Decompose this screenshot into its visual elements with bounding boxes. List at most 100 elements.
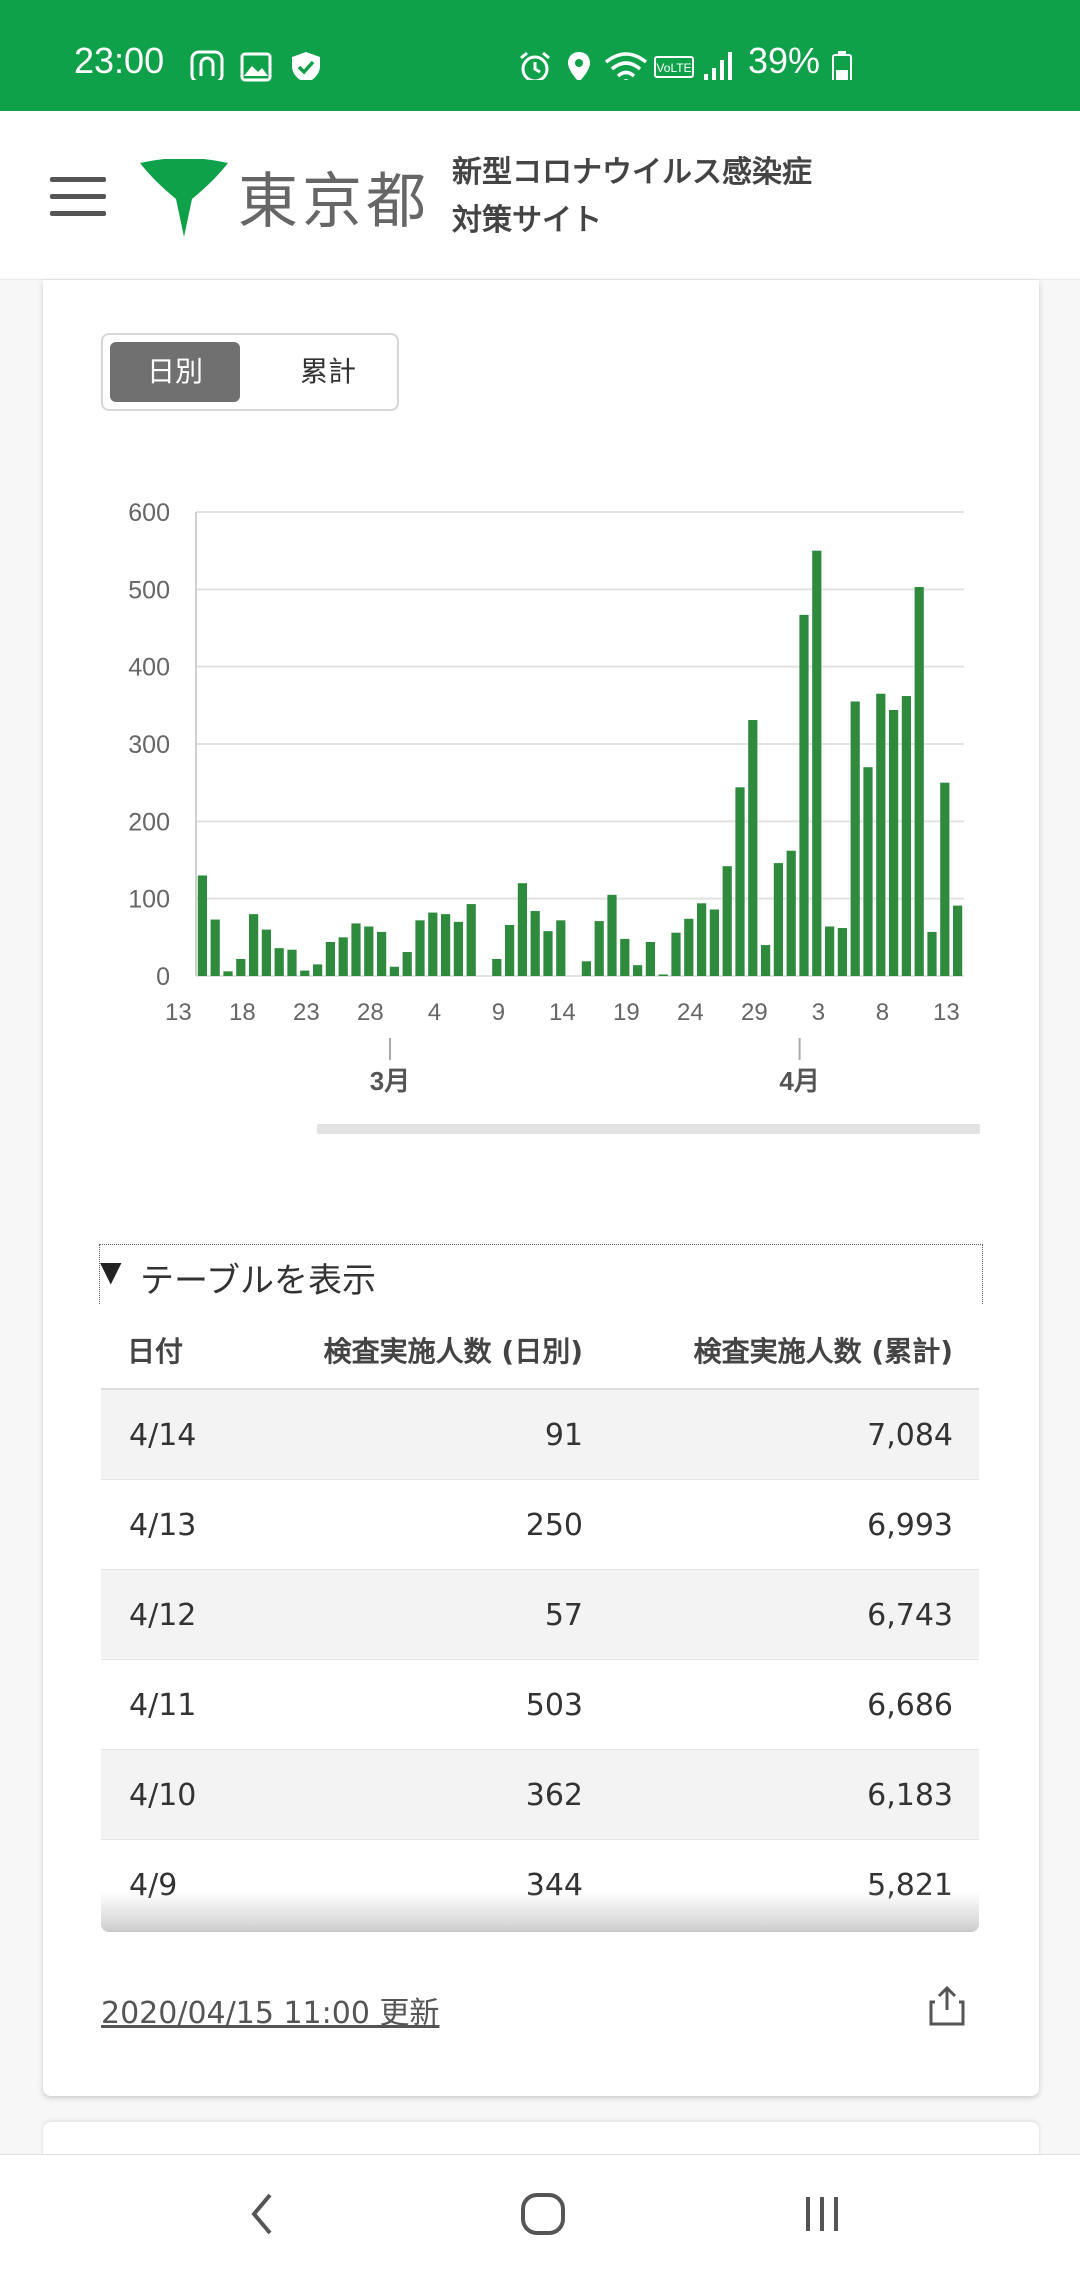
chart-bar[interactable] bbox=[300, 970, 310, 976]
chart-bar[interactable] bbox=[338, 937, 348, 976]
chart-bar[interactable] bbox=[722, 866, 732, 976]
chart-bar[interactable] bbox=[389, 966, 400, 976]
chart-svg: 0 100 200 300 400 500 600 13 18 23 28 4 9 14 19 24 29 3 8 1… bbox=[128, 499, 964, 1096]
chart-bar[interactable] bbox=[607, 894, 617, 976]
chart-bar[interactable] bbox=[376, 931, 387, 976]
chart-bar[interactable] bbox=[696, 903, 707, 976]
chart-bar[interactable] bbox=[594, 921, 604, 976]
chart-bar[interactable] bbox=[351, 923, 361, 976]
chart-bar[interactable] bbox=[760, 945, 771, 976]
shield-icon bbox=[292, 52, 320, 80]
chart-bar[interactable] bbox=[466, 904, 476, 976]
chart-bar[interactable] bbox=[735, 787, 745, 976]
chart-bar[interactable] bbox=[786, 850, 796, 976]
chart-bar[interactable] bbox=[620, 938, 630, 976]
chart-bar[interactable] bbox=[274, 948, 284, 976]
back-icon[interactable] bbox=[246, 2189, 276, 2239]
chart-bar[interactable] bbox=[261, 929, 272, 976]
chart-bar[interactable] bbox=[876, 693, 886, 976]
site-title: 新型コロナウイルス感染症 対策サイト bbox=[452, 149, 872, 245]
location-icon bbox=[568, 52, 590, 80]
chart-bar[interactable] bbox=[197, 875, 208, 976]
chart-bar[interactable] bbox=[364, 926, 374, 976]
y-tick-label: 400 bbox=[128, 654, 170, 682]
battery-percentage: 39% bbox=[748, 40, 821, 81]
status-bar: 23:00 VoLTE 39% bbox=[0, 0, 1080, 111]
chart-bar[interactable] bbox=[556, 920, 566, 976]
table-row: 4/11 503 6,686 bbox=[101, 1660, 979, 1750]
chart-bar[interactable] bbox=[248, 914, 259, 976]
chart-bar[interactable] bbox=[402, 952, 412, 976]
chart-bar[interactable] bbox=[773, 863, 784, 976]
table-header: 日付 検査実施人数 (日別) 検査実施人数 (累計) bbox=[101, 1310, 979, 1390]
chart-bar[interactable] bbox=[223, 971, 233, 976]
cell-daily: 250 bbox=[525, 1508, 583, 1543]
gallery-icon bbox=[240, 52, 272, 82]
y-tick-label: 300 bbox=[128, 731, 170, 759]
tokyo-logo-icon[interactable] bbox=[136, 159, 232, 241]
cell-cumulative: 6,686 bbox=[867, 1688, 953, 1723]
chart-bar[interactable] bbox=[428, 912, 438, 976]
menu-icon[interactable] bbox=[50, 177, 106, 217]
cumulative-toggle-button[interactable]: 累計 bbox=[299, 355, 356, 388]
cell-date: 4/14 bbox=[129, 1418, 197, 1453]
chart-bar[interactable] bbox=[632, 965, 643, 976]
chart-bar[interactable] bbox=[543, 931, 553, 976]
home-icon[interactable] bbox=[520, 2189, 566, 2239]
chart-scrollbar[interactable] bbox=[317, 1124, 980, 1134]
chart-bar[interactable] bbox=[748, 720, 758, 976]
chart-bar[interactable] bbox=[671, 932, 681, 976]
x-tick-label: 14 bbox=[549, 999, 576, 1026]
chart-bar[interactable] bbox=[453, 921, 464, 976]
status-time: 23:00 bbox=[74, 40, 165, 81]
chart-bar[interactable] bbox=[236, 958, 246, 976]
recent-apps-icon[interactable] bbox=[800, 2189, 844, 2239]
chart-bar[interactable] bbox=[517, 883, 528, 976]
chart-bar[interactable] bbox=[940, 782, 950, 976]
alarm-icon bbox=[520, 51, 550, 80]
chart-bar[interactable] bbox=[492, 958, 502, 976]
chart-bar[interactable] bbox=[325, 941, 336, 976]
x-tick-label: 28 bbox=[357, 999, 384, 1026]
chart-bar[interactable] bbox=[888, 709, 899, 976]
chart-bar[interactable] bbox=[952, 905, 963, 976]
y-tick-label: 100 bbox=[128, 886, 170, 914]
chart-bar[interactable] bbox=[581, 961, 592, 976]
chart-bar[interactable] bbox=[863, 767, 873, 976]
chart-bar[interactable] bbox=[658, 974, 668, 976]
x-tick-label: 13 bbox=[933, 999, 960, 1026]
chart-bar[interactable] bbox=[850, 701, 860, 976]
chart-bar[interactable] bbox=[504, 924, 515, 976]
chart-bar[interactable] bbox=[415, 920, 425, 976]
chart-bar[interactable] bbox=[684, 918, 694, 976]
chart-bar[interactable] bbox=[799, 614, 809, 976]
chart-bar[interactable] bbox=[837, 928, 848, 976]
x-tick-label: 8 bbox=[876, 999, 889, 1026]
cell-daily: 503 bbox=[525, 1688, 583, 1723]
x-tick-label: 13 bbox=[165, 999, 192, 1026]
chart-bar[interactable] bbox=[812, 550, 822, 976]
table-row: 4/13 250 6,993 bbox=[101, 1480, 979, 1570]
last-updated-link[interactable]: 2020/04/15 11:00 更新 bbox=[101, 1996, 440, 2031]
chart-bar[interactable] bbox=[824, 926, 835, 976]
battery-icon bbox=[832, 51, 852, 80]
chart-bar[interactable] bbox=[530, 911, 540, 976]
chart-bar[interactable] bbox=[645, 941, 656, 976]
chart-bar[interactable] bbox=[287, 949, 297, 976]
chart-bar[interactable] bbox=[901, 696, 912, 976]
x-tick-label: 9 bbox=[492, 999, 505, 1026]
chart-bar[interactable] bbox=[927, 931, 937, 976]
chart-bar[interactable] bbox=[709, 909, 720, 976]
cell-daily: 91 bbox=[544, 1418, 583, 1453]
site-title-line2: 対策サイト bbox=[452, 203, 602, 238]
share-icon[interactable] bbox=[925, 1984, 969, 2028]
chart-bar[interactable] bbox=[914, 587, 924, 976]
daily-toggle-button[interactable]: 日別 bbox=[110, 342, 240, 402]
cell-date: 4/10 bbox=[129, 1778, 197, 1813]
logo-text[interactable]: 東京都 bbox=[238, 167, 430, 237]
chart-bar[interactable] bbox=[210, 919, 220, 976]
chart-bar[interactable] bbox=[440, 914, 451, 976]
bar-chart: 0 100 200 300 400 500 600 13 18 23 28 4 9 14 19 24 29 3 8 1… bbox=[100, 490, 1000, 1150]
chart-bar[interactable] bbox=[312, 964, 323, 976]
table-toggle[interactable]: ▼ テーブルを表示 bbox=[99, 1244, 983, 1304]
